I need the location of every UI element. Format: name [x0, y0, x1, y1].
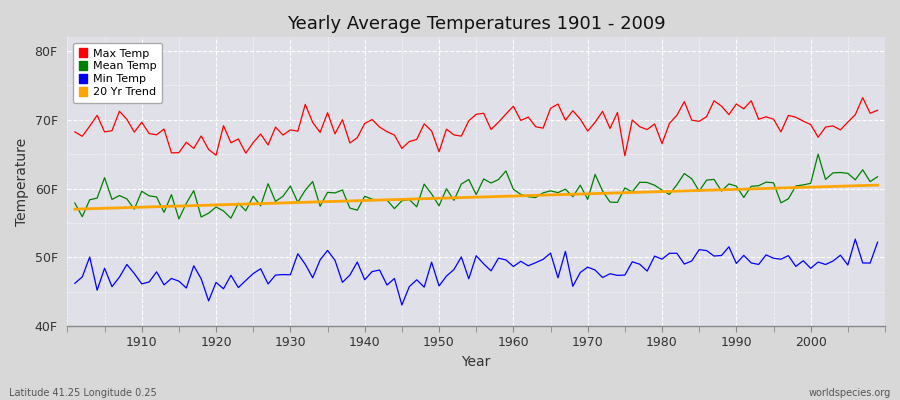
Text: worldspecies.org: worldspecies.org — [809, 388, 891, 398]
X-axis label: Year: Year — [462, 355, 490, 369]
Y-axis label: Temperature: Temperature — [15, 138, 29, 226]
Title: Yearly Average Temperatures 1901 - 2009: Yearly Average Temperatures 1901 - 2009 — [287, 15, 665, 33]
Legend: Max Temp, Mean Temp, Min Temp, 20 Yr Trend: Max Temp, Mean Temp, Min Temp, 20 Yr Tre… — [73, 43, 162, 103]
Text: Latitude 41.25 Longitude 0.25: Latitude 41.25 Longitude 0.25 — [9, 388, 157, 398]
